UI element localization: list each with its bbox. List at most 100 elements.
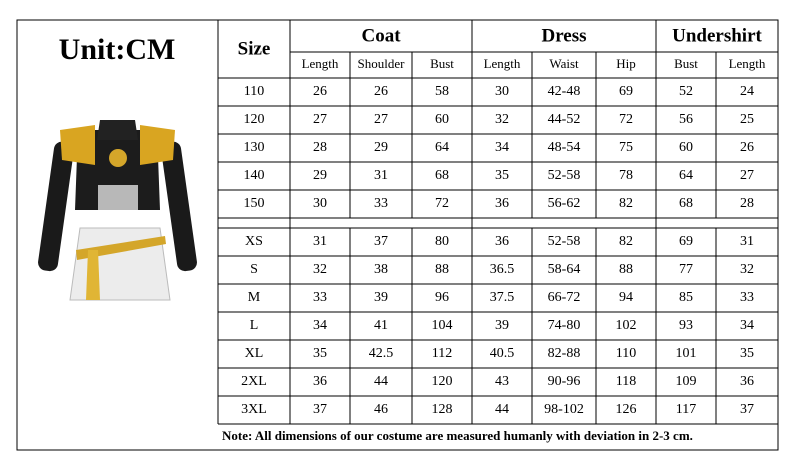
note: Note: All dimensions of our costume are … <box>222 428 693 443</box>
measurement: 110 <box>616 346 636 361</box>
measurement: 82 <box>619 234 633 249</box>
measurement: 112 <box>432 346 452 361</box>
measurement: 29 <box>313 168 327 183</box>
measurement: 31 <box>740 234 754 249</box>
measurement: 82 <box>619 196 633 211</box>
measurement: 34 <box>313 318 327 333</box>
measurement: 90-96 <box>548 374 581 389</box>
measurement: 26 <box>313 84 327 99</box>
measurement: 68 <box>679 196 693 211</box>
measurement: 104 <box>432 318 453 333</box>
size-label: 2XL <box>241 374 267 389</box>
column-header: Length <box>484 56 521 71</box>
measurement: 80 <box>435 234 449 249</box>
measurement: 39 <box>495 318 509 333</box>
measurement: 88 <box>435 262 449 277</box>
measurement: 36 <box>740 374 754 389</box>
size-label: 120 <box>244 112 265 127</box>
size-label: 130 <box>244 140 265 155</box>
measurement: 32 <box>740 262 754 277</box>
measurement: 33 <box>313 290 327 305</box>
measurement: 39 <box>374 290 388 305</box>
column-header: Waist <box>549 56 579 71</box>
measurement: 41 <box>374 318 388 333</box>
size-label: 140 <box>244 168 265 183</box>
measurement: 96 <box>435 290 449 305</box>
measurement: 128 <box>432 402 453 417</box>
column-header: Shoulder <box>358 56 406 71</box>
measurement: 72 <box>435 196 449 211</box>
column-header: Bust <box>674 56 698 71</box>
measurement: 34 <box>495 140 509 155</box>
measurement: 46 <box>374 402 388 417</box>
measurement: 58-64 <box>548 262 581 277</box>
size-label: XL <box>245 346 264 361</box>
measurement: 44 <box>374 374 388 389</box>
measurement: 102 <box>616 318 637 333</box>
costume-illustration <box>38 120 197 301</box>
measurement: 42.5 <box>369 346 394 361</box>
measurement: 24 <box>740 84 754 99</box>
measurement: 64 <box>435 140 449 155</box>
measurement: 56-62 <box>548 196 581 211</box>
measurement: 85 <box>679 290 693 305</box>
measurement: 78 <box>619 168 633 183</box>
size-label: M <box>248 290 261 305</box>
measurement: 28 <box>313 140 327 155</box>
measurement: 64 <box>679 168 693 183</box>
measurement: 101 <box>676 346 697 361</box>
measurement: 37.5 <box>490 290 515 305</box>
measurement: 43 <box>495 374 509 389</box>
measurement: 74-80 <box>548 318 581 333</box>
measurement: 40.5 <box>490 346 515 361</box>
measurement: 52-58 <box>548 234 581 249</box>
measurement: 82-88 <box>548 346 581 361</box>
measurement: 69 <box>619 84 633 99</box>
measurement: 109 <box>676 374 697 389</box>
measurement: 37 <box>740 402 754 417</box>
measurement: 60 <box>679 140 693 155</box>
measurement: 36 <box>495 234 509 249</box>
measurement: 31 <box>313 234 327 249</box>
measurement: 35 <box>740 346 754 361</box>
measurement: 30 <box>495 84 509 99</box>
measurement: 35 <box>495 168 509 183</box>
measurement: 25 <box>740 112 754 127</box>
measurement: 27 <box>313 112 327 127</box>
measurement: 34 <box>740 318 754 333</box>
measurement: 44 <box>495 402 509 417</box>
measurement: 52-58 <box>548 168 581 183</box>
column-header: Length <box>302 56 339 71</box>
measurement: 44-52 <box>548 112 581 127</box>
measurement: 42-48 <box>548 84 581 99</box>
measurement: 118 <box>616 374 636 389</box>
measurement: 48-54 <box>548 140 581 155</box>
column-header: Bust <box>430 56 454 71</box>
measurement: 60 <box>435 112 449 127</box>
measurement: 32 <box>495 112 509 127</box>
measurement: 28 <box>740 196 754 211</box>
column-header: Hip <box>616 56 636 71</box>
measurement: 52 <box>679 84 693 99</box>
size-label: L <box>250 318 259 333</box>
measurement: 66-72 <box>548 290 581 305</box>
measurement: 36 <box>495 196 509 211</box>
column-header: Length <box>729 56 766 71</box>
measurement: 72 <box>619 112 633 127</box>
measurement: 36.5 <box>490 262 515 277</box>
group-header: Coat <box>361 25 401 46</box>
measurement: 26 <box>740 140 754 155</box>
measurement: 27 <box>374 112 388 127</box>
measurement: 75 <box>619 140 633 155</box>
measurement: 77 <box>679 262 693 277</box>
measurement: 33 <box>374 196 388 211</box>
measurement: 27 <box>740 168 754 183</box>
group-header: Undershirt <box>672 25 762 46</box>
measurement: 94 <box>619 290 633 305</box>
measurement: 68 <box>435 168 449 183</box>
measurement: 37 <box>374 234 388 249</box>
measurement: 26 <box>374 84 388 99</box>
measurement: 98-102 <box>544 402 584 417</box>
measurement: 58 <box>435 84 449 99</box>
measurement: 30 <box>313 196 327 211</box>
